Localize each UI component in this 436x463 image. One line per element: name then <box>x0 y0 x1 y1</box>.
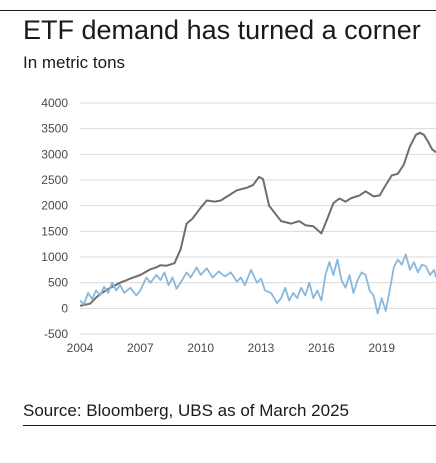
series-lines <box>79 131 436 315</box>
x-axis-ticks: 2004 2007 2010 2013 2016 2019 <box>67 341 396 355</box>
x-tick-label: 2010 <box>187 341 214 355</box>
y-tick-label: 0 <box>61 301 68 315</box>
x-tick-label: 2013 <box>248 341 275 355</box>
y-tick-label: 3000 <box>41 147 68 161</box>
y-tick-label: 1000 <box>41 250 68 264</box>
top-rule <box>0 10 436 11</box>
series-line-blue <box>79 253 436 315</box>
gridlines <box>80 102 436 335</box>
chart-title: ETF demand has turned a corner <box>23 15 421 45</box>
source-note: Source: Bloomberg, UBS as of March 2025 <box>23 401 349 420</box>
y-tick-label: -500 <box>44 327 68 341</box>
x-tick-label: 2016 <box>308 341 335 355</box>
y-tick-label: 3500 <box>41 122 68 136</box>
x-tick-label: 2004 <box>67 341 94 355</box>
x-tick-label: 2019 <box>368 341 395 355</box>
y-tick-label: 2500 <box>41 173 68 187</box>
y-tick-label: 1500 <box>41 224 68 238</box>
y-axis-ticks: 4000 3500 3000 2500 2000 1500 1000 500 0 -500 <box>41 96 68 341</box>
x-tick-label: 2007 <box>127 341 154 355</box>
series-line-gray <box>79 131 436 307</box>
bottom-rule <box>23 425 436 426</box>
etf-demand-chart: 4000 3500 3000 2500 2000 1500 1000 500 0 -500 200… <box>41 96 436 355</box>
y-tick-label: 2000 <box>41 199 68 213</box>
y-tick-label: 500 <box>48 276 68 290</box>
chart-subtitle: In metric tons <box>23 53 126 72</box>
y-tick-label: 4000 <box>41 96 68 110</box>
